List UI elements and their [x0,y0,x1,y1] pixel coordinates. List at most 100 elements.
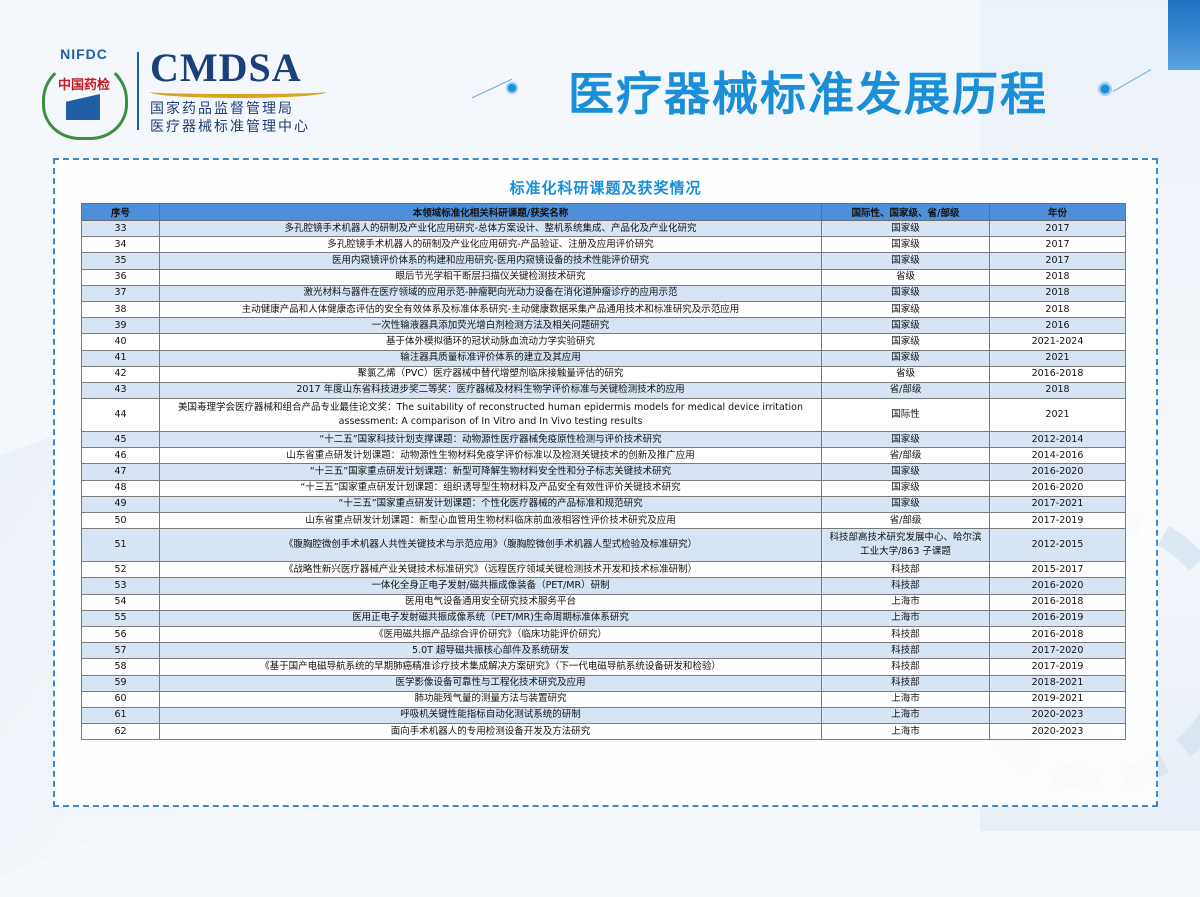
cell-level: 国家级 [821,463,990,481]
cell-index: 62 [81,723,160,741]
cell-project: 眼后节光学相干断层扫描仪关键检测技术研究 [159,268,822,286]
cell-project: 医用电气设备通用安全研究技术服务平台 [159,593,822,611]
cell-index: 47 [81,463,160,481]
table-header-row: 序号 本领域标准化相关科研课题/获奖名称 国际性、国家级、省/部级 年份 [81,203,1126,221]
table-row: 57 5.0T 超导磁共振核心部件及系统研发 科技部 2017-2020 [81,642,1126,660]
cell-year: 2016-2020 [989,577,1126,595]
table-row: 59 医学影像设备可靠性与工程化技术研究及应用 科技部 2018-2021 [81,674,1126,692]
cell-level: 科技部 [821,642,990,660]
cell-index: 33 [81,219,160,238]
cell-index: 53 [81,577,160,595]
org-name-line1: 国家药品监督管理局 [150,101,294,117]
cell-level: 国家级 [821,479,990,497]
cell-level: 科技部 [821,561,990,579]
awards-table: 序号 本领域标准化相关科研课题/获奖名称 国际性、国家级、省/部级 年份 33 多… [81,203,1126,741]
table-row: 51 《腹胸腔微创手术机器人共性关键技术与示范应用》（腹胸腔微创手术机器人型式检验… [81,528,1126,563]
cell-index: 55 [81,609,160,627]
cell-project: “十三五”国家重点研发计划课题：个性化医疗器械的产品标准和规范研究 [159,495,822,514]
col-header-index: 序号 [81,203,160,221]
table-row: 41 输注器具质量标准评价体系的建立及其应用 国家级 2021 [81,349,1126,367]
cell-index: 56 [81,625,160,644]
table-row: 62 面向手术机器人的专用检测设备开发及方法研究 上海市 2020-2023 [81,723,1126,741]
title-dot-right-icon [1096,80,1114,98]
cell-level: 科技部 [821,658,990,676]
page-header: NIFDC 中国药检 CMDSA 国家药品监督管理局 医疗器械标准管理中心 医疗… [0,0,1200,150]
cell-index: 48 [81,479,160,497]
table-row: 34 多孔腔镜手术机器人的研制及产业化应用研究-产品验证、注册及应用评价研究 国家级… [81,236,1126,254]
cell-level: 省/部级 [821,381,990,400]
table-row: 36 眼后节光学相干断层扫描仪关键检测技术研究 省级 2018 [81,268,1126,286]
cell-year: 2016 [989,317,1126,335]
cell-year: 2020-2023 [989,706,1126,725]
table-row: 37 激光材料与器件在医疗领域的应用示范-肿瘤靶向光动力设备在消化道肿瘤诊疗的应用… [81,284,1126,302]
cell-project: 呼吸机关键性能指标自动化测试系统的研制 [159,706,822,725]
cell-project: 多孔腔镜手术机器人的研制及产业化应用研究-总体方案设计、整机系统集成、产品化及产… [159,219,822,238]
cell-year: 2016-2018 [989,593,1126,611]
cell-index: 44 [81,398,160,433]
cell-year: 2019-2021 [989,690,1126,708]
col-header-level: 国际性、国家级、省/部级 [821,203,990,221]
table-row: 52 《战略性新兴医疗器械产业关键技术标准研究》（远程医疗领域关键检测技术开发和技… [81,561,1126,579]
cell-project: 医学影像设备可靠性与工程化技术研究及应用 [159,674,822,692]
cell-level: 国家级 [821,300,990,319]
cell-level: 上海市 [821,593,990,611]
cell-year: 2014-2016 [989,447,1126,465]
cell-level: 国家级 [821,431,990,449]
cell-level: 上海市 [821,609,990,627]
cell-index: 59 [81,674,160,692]
table-row: 49 “十三五”国家重点研发计划课题：个性化医疗器械的产品标准和规范研究 国家级 20… [81,495,1126,514]
cell-year: 2012-2015 [989,528,1126,563]
table-row: 45 “十二五”国家科技计划支撑课题：动物源性医疗器械免疫原性检测与评价技术研究国… [81,431,1126,449]
cell-project: 主动健康产品和人体健康态评估的安全有效体系及标准体系研究-主动健康数据采集产品通… [159,300,822,319]
cell-year: 2017-2021 [989,495,1126,514]
col-header-project: 本领域标准化相关科研课题/获奖名称 [159,203,822,221]
cell-year: 2018 [989,381,1126,400]
table-row: 53 一体化全身正电子发射/磁共振成像装备（PET/MR）研制 科技部 2016-20… [81,577,1126,595]
table-row: 47 “十三五”国家重点研发计划课题：新型可降解生物材料安全性和分子标志关键技术研… [81,463,1126,481]
cell-year: 2017-2020 [989,642,1126,660]
title-dot-left-icon [504,80,520,96]
cell-index: 61 [81,706,160,725]
cell-index: 37 [81,284,160,302]
cell-project: 输注器具质量标准评价体系的建立及其应用 [159,349,822,367]
table-row: 46 山东省重点研发计划课题：动物源性生物材料免疫学评价标准以及检测关键技术的创新… [81,447,1126,465]
table-row: 48 “十三五”国家重点研发计划课题：组织诱导型生物材料及产品安全有效性评价关键技… [81,479,1126,497]
logo-wreath-icon [42,60,128,140]
title-deco-line-right [1112,69,1152,92]
table-row: 35 医用内窥镜评价体系的构建和应用研究-医用内窥镜设备的技术性能评价研究 国家级 2… [81,252,1126,270]
cell-year: 2015-2017 [989,561,1126,579]
cell-year: 2016-2018 [989,365,1126,383]
cell-year: 2016-2019 [989,609,1126,627]
cell-level: 上海市 [821,690,990,708]
cell-project: 一体化全身正电子发射/磁共振成像装备（PET/MR）研制 [159,577,822,595]
cell-level: 省/部级 [821,447,990,465]
cell-level: 国家级 [821,495,990,514]
table-row: 44 美国毒理学会医疗器械和组合产品专业最佳论文奖：The suitability… [81,398,1126,433]
cell-index: 51 [81,528,160,563]
cell-project: 《战略性新兴医疗器械产业关键技术标准研究》（远程医疗领域关键检测技术开发和技术标… [159,561,822,579]
cell-level: 国家级 [821,317,990,335]
cell-project: 肺功能残气量的测量方法与装置研究 [159,690,822,708]
cell-year: 2012-2014 [989,431,1126,449]
table-row: 61 呼吸机关键性能指标自动化测试系统的研制 上海市 2020-2023 [81,706,1126,725]
cell-level: 国家级 [821,284,990,302]
cell-project: 2017 年度山东省科技进步奖二等奖：医疗器械及材料生物学评价标准与关键检测技术… [159,381,822,400]
table-row: 58 《基于国产电磁导航系统的早期肺癌精准诊疗技术集成解决方案研究》（下一代电磁导… [81,658,1126,676]
cell-index: 60 [81,690,160,708]
cell-project: 《腹胸腔微创手术机器人共性关键技术与示范应用》（腹胸腔微创手术机器人型式检验及标… [159,528,822,563]
cell-level: 国际性 [821,398,990,433]
cell-project: 激光材料与器件在医疗领域的应用示范-肿瘤靶向光动力设备在消化道肿瘤诊疗的应用示范 [159,284,822,302]
cell-index: 34 [81,236,160,254]
cell-project: 聚氯乙烯（PVC）医疗器械中替代增塑剂临床接触量评估的研究 [159,365,822,383]
cell-index: 58 [81,658,160,676]
cell-project: 《基于国产电磁导航系统的早期肺癌精准诊疗技术集成解决方案研究》（下一代电磁导航系… [159,658,822,676]
cell-level: 上海市 [821,706,990,725]
cell-index: 43 [81,381,160,400]
col-header-year: 年份 [989,203,1126,221]
brand-swoosh-icon [150,86,326,98]
cell-year: 2020-2023 [989,723,1126,741]
cell-index: 36 [81,268,160,286]
cell-project: 一次性输液器具添加荧光增白剂检测方法及相关问题研究 [159,317,822,335]
cell-level: 科技部 [821,625,990,644]
cell-level: 省/部级 [821,511,990,530]
